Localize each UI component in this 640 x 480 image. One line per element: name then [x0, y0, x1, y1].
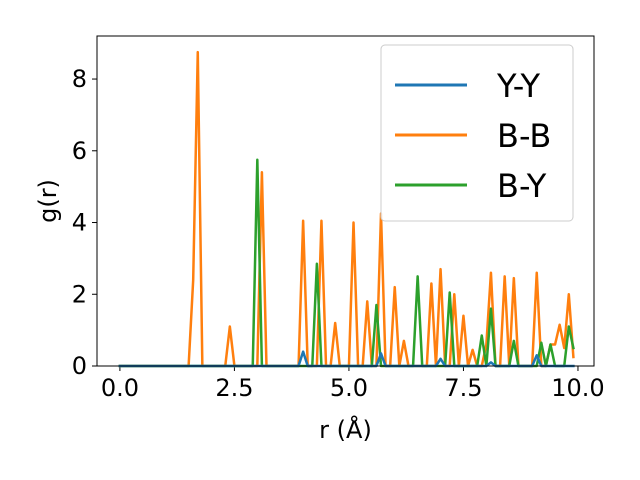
y-tick-label: 8 [72, 65, 87, 93]
legend-label: Y-Y [496, 67, 541, 105]
x-tick-label: 5.0 [330, 374, 368, 402]
y-axis-label: g(r) [34, 179, 62, 223]
legend-label: B-Y [497, 167, 547, 205]
x-axis-label: r (Å) [319, 415, 372, 444]
x-tick-label: 10.0 [551, 374, 604, 402]
series-line-y-y [118, 350, 575, 368]
y-tick-label: 4 [72, 209, 87, 237]
legend-label: B-B [497, 117, 551, 155]
legend: Y-Y B-B B-Y [380, 44, 574, 222]
tick-layer: 0.0 2.5 5.0 7.5 10.0 0 2 4 6 8 [72, 65, 605, 402]
plot-frame [96, 35, 595, 367]
y-tick-label: 2 [72, 280, 87, 308]
x-tick-label: 2.5 [215, 374, 253, 402]
y-tick-label: 6 [72, 137, 87, 165]
y-tick-label: 0 [72, 352, 87, 380]
x-tick-label: 0.0 [101, 374, 139, 402]
x-tick-label: 7.5 [444, 374, 482, 402]
legend-box [380, 44, 574, 222]
